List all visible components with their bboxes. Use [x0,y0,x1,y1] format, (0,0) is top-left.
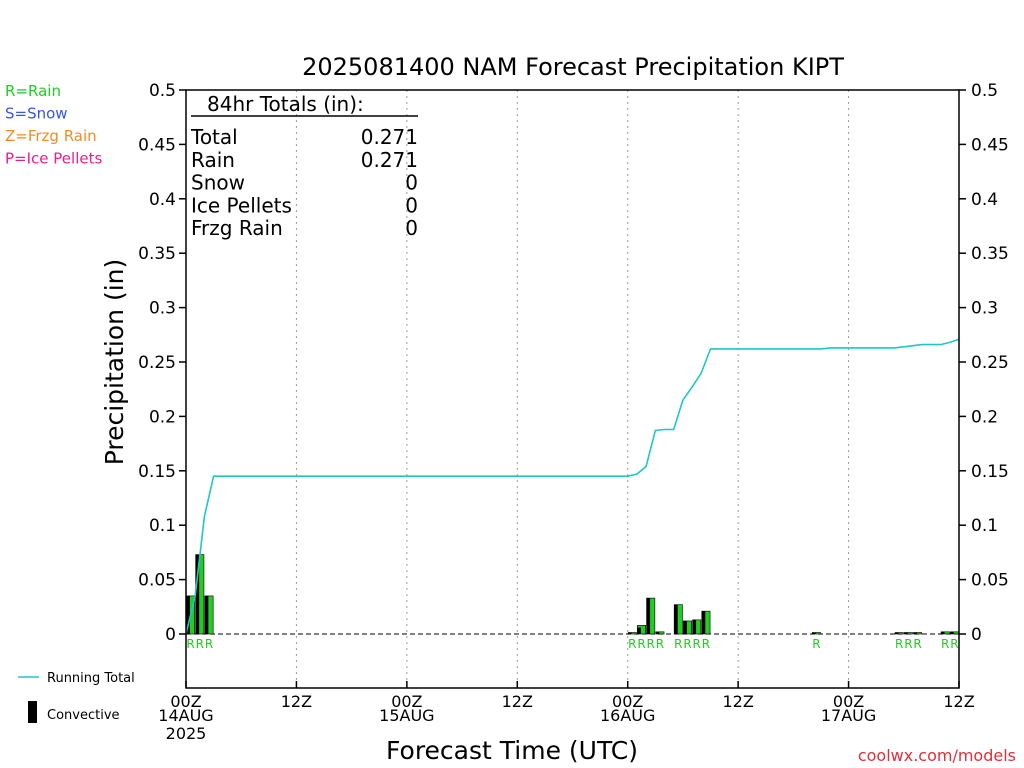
convective-bar [701,611,706,634]
type-legend-item: P=Ice Pellets [5,150,102,168]
convective-bar [904,632,908,634]
y-axis-label: Precipitation (in) [100,259,129,466]
type-legend-item: R=Rain [5,82,61,100]
running-total-line [185,338,960,635]
x-tick-date: 14AUG [158,706,213,725]
legend-convective-swatch [28,701,37,723]
precip-type-label: R [941,637,949,651]
precip-type-label: R [186,637,194,651]
precip-type-label: R [637,637,645,651]
convective-bar [637,627,641,634]
y-tick-label-left: 0.5 [149,81,176,101]
precip-type-label: R [205,637,213,651]
convective-bar [913,632,917,634]
precip-type-label: R [950,637,958,651]
convective-bar [812,632,816,634]
y-tick-label-left: 0.3 [149,299,176,319]
y-tick-label-right: 0.1 [971,516,998,536]
type-legend-item: S=Snow [5,105,68,123]
precip-type-label: R [904,637,912,651]
y-tick-label-left: 0.15 [138,462,176,482]
y-tick-label-left: 0.1 [149,516,176,536]
x-tick-label: 00Z [833,692,864,711]
y-tick-label-right: 0 [971,625,982,645]
x-tick-label: 12Z [943,692,974,711]
totals-row-label: Rain [191,148,235,172]
totals-row-value: 0 [405,171,418,195]
x-tick-label: 12Z [722,692,753,711]
precip-type-label: R [656,637,664,651]
precip-type-label: R [628,637,636,651]
y-tick-label-right: 0.3 [971,299,998,319]
convective-bar [186,595,190,634]
y-tick-label-left: 0.25 [138,353,176,373]
x-tick-label: 12Z [281,692,312,711]
y-tick-label-right: 0.5 [971,81,998,101]
y-tick-label-left: 0 [165,625,176,645]
convective-bar [655,631,660,634]
y-tick-label-left: 0.05 [138,571,176,591]
y-tick-label-left: 0.2 [149,407,176,427]
x-tick-date: 17AUG [821,706,876,725]
y-tick-label-right: 0.25 [971,353,1009,373]
convective-bar [646,598,651,634]
precip-type-label: R [693,637,701,651]
y-tick-label-left: 0.4 [149,190,176,210]
precip-type-label: R [683,637,691,651]
precip-type-label: R [702,637,710,651]
y-tick-label-right: 0.4 [971,190,998,210]
totals-header: 84hr Totals (in): [207,92,364,116]
totals-row-label: Ice Pellets [191,193,292,217]
convective-bar [674,604,678,634]
totals-row-value: 0.271 [361,125,418,149]
convective-bar [195,554,200,634]
convective-bar [628,632,632,634]
y-tick-label-left: 0.35 [138,244,176,264]
totals-row-label: Snow [191,171,245,195]
convective-bar [941,631,945,634]
precip-type-label: R [647,637,655,651]
y-tick-label-right: 0.2 [971,407,998,427]
convective-bar [950,631,954,634]
convective-bar [204,595,209,634]
precip-type-label: R [196,637,204,651]
totals-row-value: 0 [405,193,418,217]
y-tick-label-right: 0.35 [971,244,1009,264]
x-tick-label: 00Z [170,692,201,711]
y-tick-label-right: 0.15 [971,462,1009,482]
legend-running-total: Running Total [47,671,135,686]
totals-row-label: Frzg Rain [191,216,283,240]
convective-bar [683,620,687,634]
precip-type-label: R [674,637,682,651]
y-tick-label-right: 0.45 [971,135,1009,155]
y-tick-label-left: 0.45 [138,135,176,155]
legend-convective: Convective [47,708,120,723]
x-axis-label: Forecast Time (UTC) [386,736,638,765]
x-tick-label: 00Z [391,692,422,711]
type-legend-item: Z=Frzg Rain [5,127,97,145]
convective-bar [895,632,899,634]
totals-row-label: Total [190,125,238,149]
x-tick-label: 00Z [612,692,643,711]
chart-title: 2025081400 NAM Forecast Precipitation KI… [302,53,844,81]
convective-bar [692,619,697,634]
y-tick-label-right: 0.05 [971,571,1009,591]
totals-row-value: 0.271 [361,148,418,172]
x-tick-date: 15AUG [379,706,434,725]
x-tick-label: 12Z [502,692,533,711]
x-tick-date: 16AUG [600,706,655,725]
totals-row-value: 0 [405,216,418,240]
credit-text: coolwx.com/models [858,746,1016,765]
x-tick-year: 2025 [166,724,207,743]
precip-type-label: R [913,637,921,651]
precip-type-label: R [895,637,903,651]
precip-type-label: R [812,637,820,651]
plot-frame [185,89,960,689]
